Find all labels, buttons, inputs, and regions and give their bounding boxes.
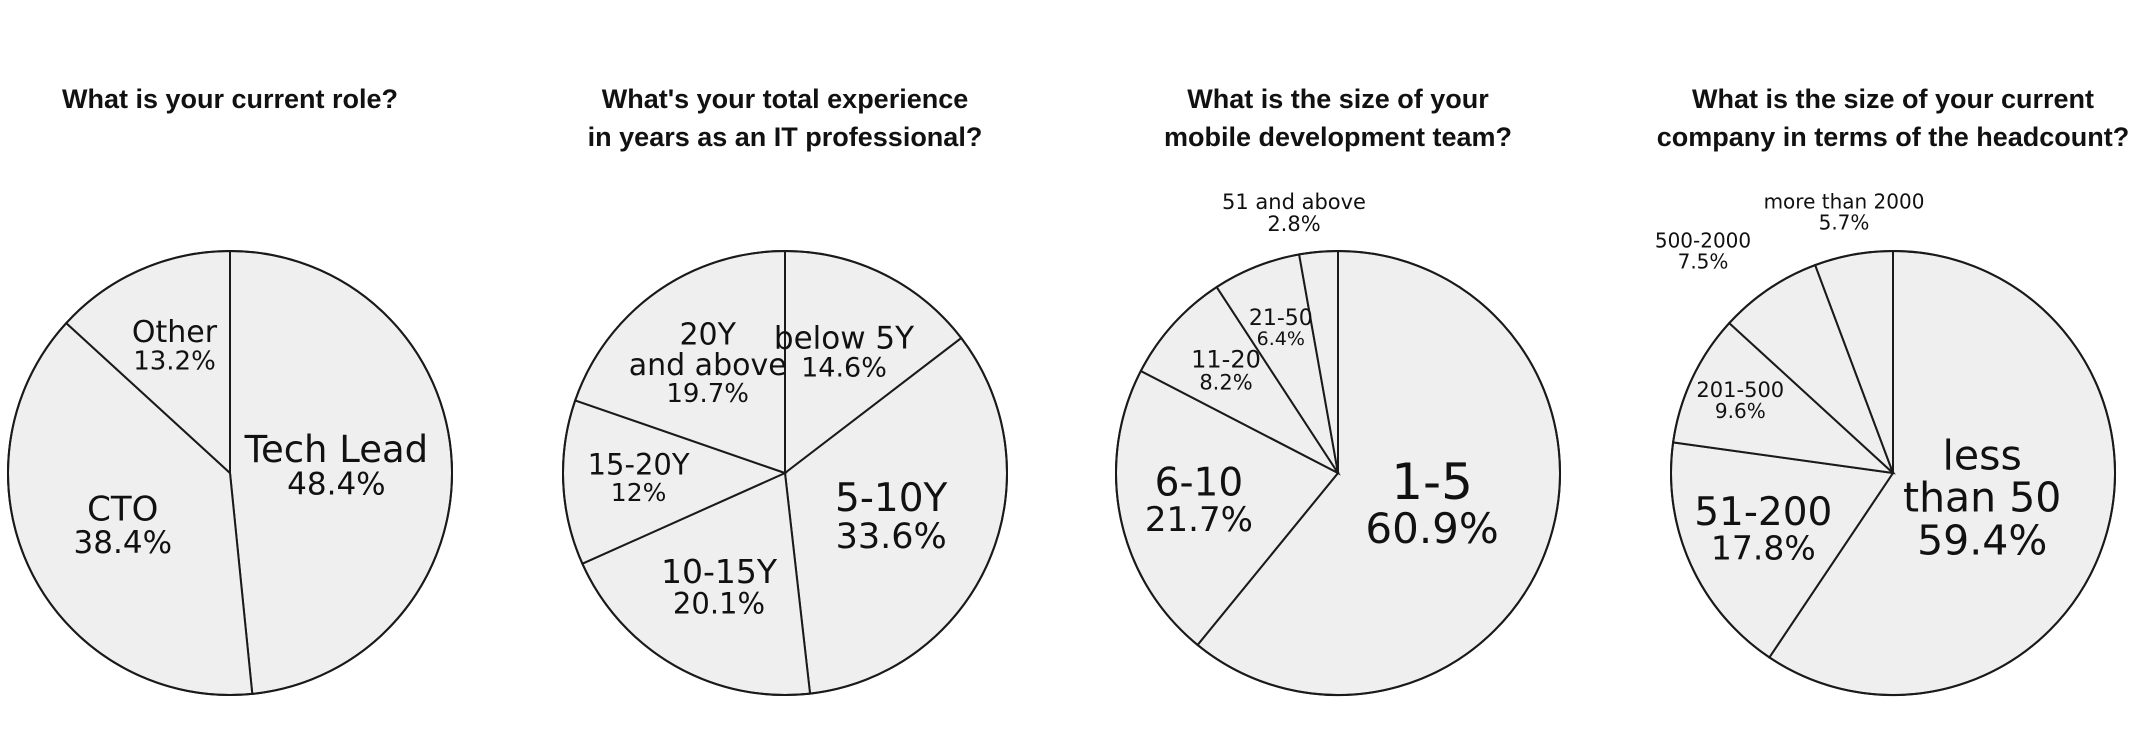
slice-value: 38.4% [74,525,172,561]
slice-label: CTO [87,489,158,529]
slice-value: 7.5% [1678,249,1729,273]
slice-label: less than 50 [1903,432,2061,522]
slice-value: 60.9% [1365,504,1498,553]
slice-value: 9.6% [1715,399,1766,423]
chart-title: What is your current role? [62,84,398,114]
slice-value: 59.4% [1917,517,2047,565]
slice-label: 20Y and above [629,317,787,383]
slice-label: 21-50 [1249,306,1313,331]
slice-label: 6-10 [1155,460,1244,505]
slice-label: 15-20Y [588,448,690,482]
slice-label: 11-20 [1191,346,1261,374]
pie-outline [1670,250,2116,696]
slice-value: 5.7% [1819,210,1870,234]
pie-outline [7,250,453,696]
chart-title: What is the size of your mobile developme… [1164,84,1512,152]
slice-value: 20.1% [673,587,765,621]
slice-label: more than 2000 [1764,189,1925,213]
pie-chart-2: What's your total experience in years as … [562,84,1008,696]
chart-title: What is the size of your current company … [1657,84,2130,152]
slice-label: 201-500 [1696,378,1784,402]
slice-label: 10-15Y [661,552,778,591]
slice-value: 19.7% [666,379,749,409]
slice-value: 48.4% [287,467,385,503]
slice-label: Tech Lead [244,428,429,471]
slice-value: 12% [611,478,667,507]
slice-value: 8.2% [1199,371,1252,395]
slice-label: Other [132,315,218,350]
slice-label: below 5Y [774,320,914,356]
slice-value: 6.4% [1257,328,1305,350]
pie-outline [1115,250,1561,696]
slice-value: 13.2% [133,346,216,376]
slice-label: 500-2000 [1655,228,1751,252]
chart-title: What's your total experience in years as … [588,84,983,152]
slice-value: 33.6% [836,517,947,557]
slice-value: 21.7% [1145,500,1253,540]
pie-outline [562,250,1008,696]
slice-label: 51-200 [1694,490,1832,535]
pie-chart-4: What is the size of your current company … [1655,84,2130,696]
pie-chart-3: What is the size of your mobile developme… [1115,84,1561,696]
slice-value: 2.8% [1267,212,1320,236]
slice-label: 1-5 [1391,453,1473,511]
slice-label: 5-10Y [835,476,948,521]
pie-chart-1: What is your current role? Tech Lead48.4%… [7,84,453,696]
slice-label: 51 and above [1222,190,1366,214]
slice-value: 17.8% [1711,529,1816,568]
slice-value: 14.6% [801,353,887,384]
